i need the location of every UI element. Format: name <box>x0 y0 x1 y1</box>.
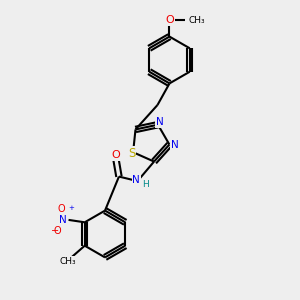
Text: O: O <box>165 15 174 25</box>
Text: N: N <box>171 140 179 149</box>
Text: O: O <box>58 203 65 214</box>
Text: N: N <box>59 215 67 225</box>
Text: O: O <box>112 150 120 160</box>
Text: CH₃: CH₃ <box>60 257 76 266</box>
Text: N: N <box>133 176 140 185</box>
Text: H: H <box>142 180 148 189</box>
Text: S: S <box>128 147 135 160</box>
Text: N: N <box>156 117 163 127</box>
Text: O: O <box>54 226 62 236</box>
Text: CH₃: CH₃ <box>188 16 205 25</box>
Text: +: + <box>68 206 74 212</box>
Text: −: − <box>50 226 59 236</box>
